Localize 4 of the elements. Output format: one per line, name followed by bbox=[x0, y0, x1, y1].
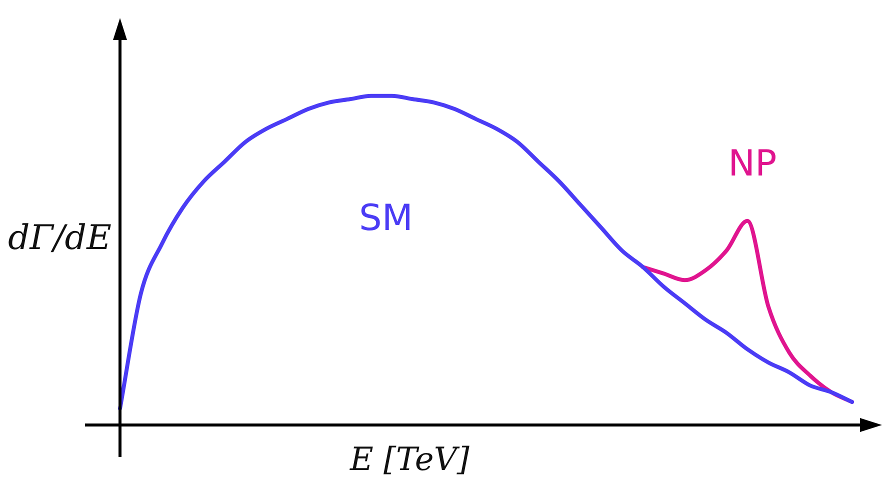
y-axis-title: dΓ/dE bbox=[8, 218, 112, 258]
x-axis-title: E [TeV] bbox=[350, 440, 470, 478]
text: SM bbox=[359, 198, 413, 240]
series-label: NP bbox=[728, 143, 777, 184]
